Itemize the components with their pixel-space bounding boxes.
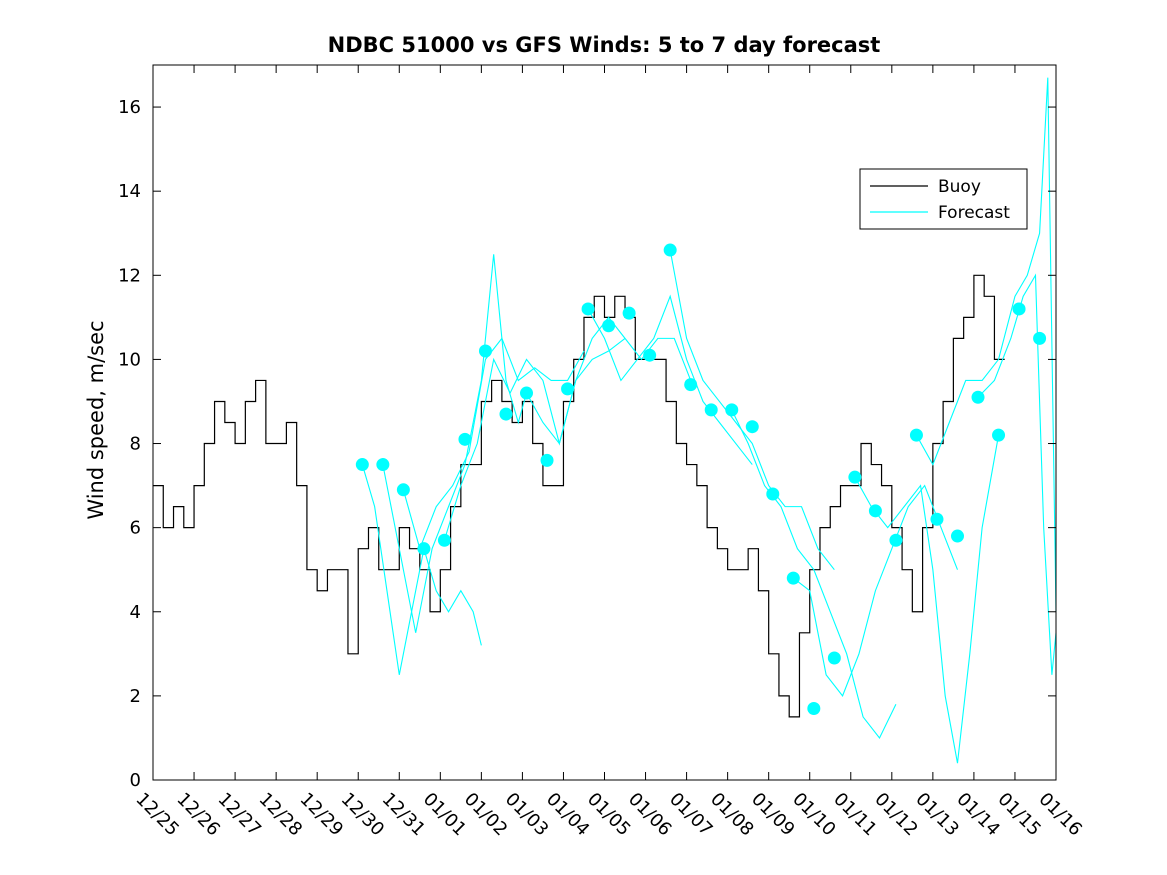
forecast-marker (950, 529, 964, 543)
forecast-marker (971, 390, 985, 404)
forecast-series-line (792, 484, 959, 697)
forecast-marker (992, 428, 1006, 442)
forecast-marker (1033, 331, 1047, 345)
legend-label: Buoy (938, 177, 981, 197)
forecast-marker (807, 702, 821, 715)
forecast-series-line (382, 254, 528, 633)
forecast-marker (848, 470, 862, 484)
forecast-marker (725, 403, 739, 417)
forecast-marker (417, 542, 431, 556)
forecast-marker (602, 319, 616, 333)
forecast-series-line (587, 294, 753, 465)
forecast-marker (868, 504, 882, 518)
y-axis-label: Wind speed, m/sec (84, 320, 108, 519)
forecast-marker (930, 512, 944, 526)
forecast-marker (704, 403, 718, 417)
forecast-marker (643, 348, 657, 362)
forecast-marker (561, 382, 575, 396)
y-tick-label: 10 (118, 349, 141, 370)
forecast-marker (499, 407, 513, 421)
axes-frame (152, 64, 1057, 781)
forecast-series-line (854, 435, 1000, 764)
forecast-series-line (731, 409, 897, 739)
y-tick-label: 2 (130, 686, 141, 707)
forecast-marker (581, 302, 595, 316)
legend-box (859, 168, 1028, 230)
forecast-marker (540, 453, 554, 467)
chart-title: NDBC 51000 vs GFS Winds: 5 to 7 day fore… (328, 33, 881, 57)
forecast-marker (437, 533, 451, 547)
y-tick-label: 0 (130, 770, 141, 791)
legend: Buoy Forecast (859, 168, 1028, 230)
y-tick-label: 6 (130, 518, 141, 539)
forecast-marker (827, 651, 841, 665)
forecast-series-line (402, 337, 585, 551)
forecast-marker (766, 487, 780, 501)
forecast-marker (745, 420, 759, 434)
forecast-marker (622, 306, 636, 320)
y-tick-label: 8 (130, 434, 141, 455)
legend-label: Forecast (938, 203, 1010, 223)
forecast-marker (786, 571, 800, 585)
forecast-series-line (526, 316, 692, 445)
forecast-marker (889, 533, 903, 547)
forecast-marker (376, 458, 390, 472)
forecast-marker (355, 458, 369, 472)
y-tick-label: 12 (118, 265, 141, 286)
forecast-marker (458, 432, 472, 446)
y-tick-label: 14 (118, 181, 141, 202)
y-tick-label: 4 (130, 602, 141, 623)
forecast-marker (396, 483, 410, 497)
forecast-marker (1012, 302, 1026, 316)
forecast-marker (909, 428, 923, 442)
forecast-marker (478, 344, 492, 358)
forecast-marker (684, 378, 698, 392)
forecast-marker (520, 386, 534, 400)
forecast-series-line (977, 273, 1057, 675)
forecast-series-line (443, 337, 626, 541)
plot-area (153, 77, 1057, 764)
forecast-series-line (669, 249, 835, 571)
y-axis: 0 2 4 6 8 10 12 14 16 (118, 97, 1056, 791)
forecast-marker (663, 243, 677, 257)
y-tick-label: 16 (118, 97, 141, 118)
forecast-series-line (915, 77, 1057, 612)
